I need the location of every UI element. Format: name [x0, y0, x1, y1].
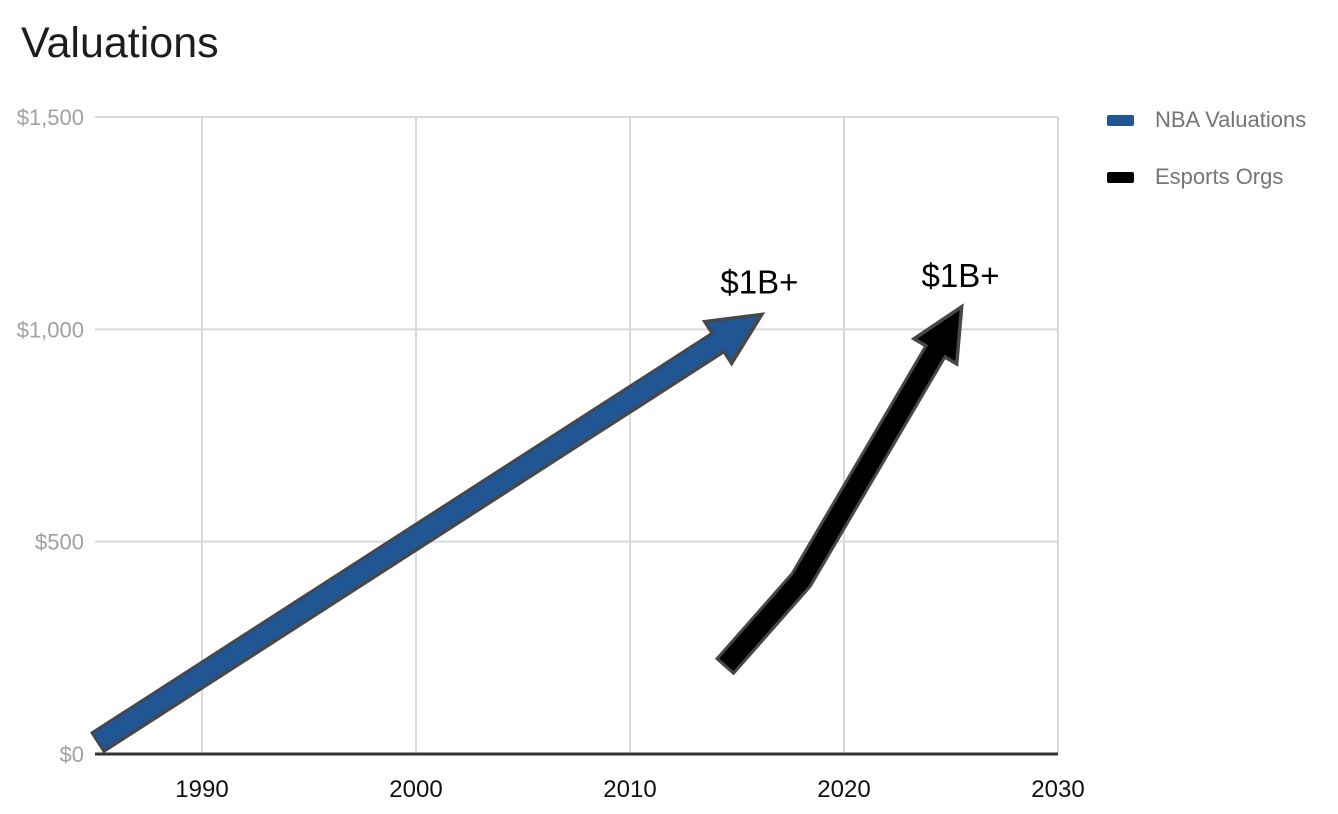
- legend: NBA Valuations Esports Orgs: [1107, 106, 1306, 220]
- x-tick-label: 2010: [603, 776, 656, 803]
- arrow-shaft-nba-valuations: [94, 332, 727, 750]
- legend-item-nba-valuations: NBA Valuations: [1107, 106, 1306, 134]
- y-tick-label: $500: [35, 530, 84, 555]
- y-tick-label: $0: [60, 742, 84, 767]
- y-tick-label: $1,000: [17, 317, 84, 342]
- x-tick-label: 2030: [1031, 776, 1084, 803]
- x-tick-label: 2020: [817, 776, 870, 803]
- legend-swatch-esports-icon: [1107, 171, 1134, 183]
- annotation-esports-orgs: $1B+: [922, 257, 1000, 294]
- legend-item-esports-orgs: Esports Orgs: [1107, 163, 1306, 191]
- annotation-nba-valuations: $1B+: [720, 264, 798, 301]
- legend-label-esports: Esports Orgs: [1155, 164, 1284, 189]
- chart-title: Valuations: [21, 19, 219, 67]
- legend-swatch-nba-icon: [1107, 114, 1134, 126]
- x-tick-label: 1990: [175, 776, 228, 803]
- legend-label-nba: NBA Valuations: [1155, 107, 1307, 132]
- arrowhead-icon-nba-valuations: [707, 316, 759, 360]
- y-tick-label: $1,500: [17, 105, 84, 130]
- x-tick-label: 2000: [389, 776, 442, 803]
- arrowhead-icon-esports-orgs: [917, 310, 960, 361]
- arrow-shaft-esports-orgs: [719, 343, 946, 672]
